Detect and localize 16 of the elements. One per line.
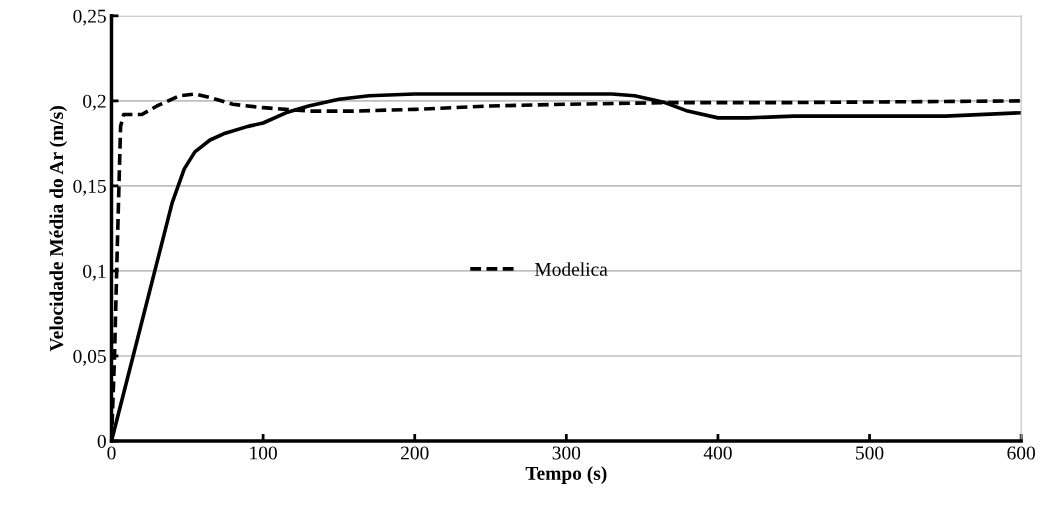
x-tick-label: 500	[856, 446, 884, 460]
y-axis-title: Velocidade Média do Ar (m/s)	[49, 106, 68, 352]
y-tick-label: 0,2	[83, 94, 106, 111]
x-tick-label: 600	[1007, 446, 1035, 460]
x-tick-label: 100	[250, 446, 277, 460]
x-tick-label: 0	[107, 446, 116, 460]
y-tick-label: 0,15	[73, 179, 106, 196]
x-tick-label: 200	[400, 446, 429, 460]
y-tick-label: 0	[97, 434, 106, 448]
legend-label: Modelica	[534, 262, 608, 276]
y-tick-label: 0,25	[73, 9, 106, 26]
y-tick-label: 0,1	[83, 264, 106, 281]
x-axis-title: Tempo (s)	[525, 466, 607, 484]
x-tick-label: 300	[552, 446, 581, 460]
x-tick-label: 400	[703, 446, 732, 460]
y-tick-label: 0,05	[73, 349, 106, 366]
